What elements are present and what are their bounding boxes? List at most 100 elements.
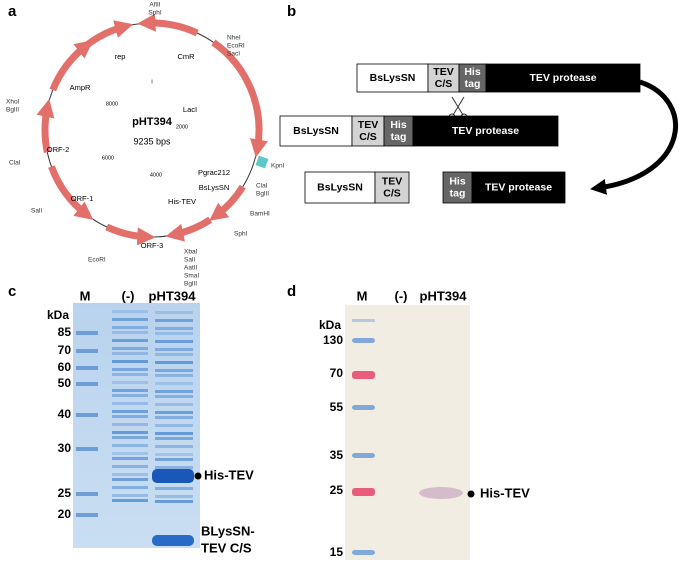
marker-band <box>352 405 375 410</box>
gene-label: ORF-2 <box>47 145 70 154</box>
unit-label: kDa <box>319 318 341 332</box>
site-label: SalI <box>184 257 195 264</box>
scale-label: 2000 <box>176 124 188 130</box>
site-label: SphI <box>148 10 162 17</box>
sample-band <box>155 403 193 406</box>
segment-label: BsLysSN <box>293 125 339 137</box>
gene-arrow <box>209 184 246 221</box>
gene-arrow <box>49 40 94 92</box>
sample-band <box>155 487 193 490</box>
sample-band <box>155 432 193 435</box>
sample-band <box>155 361 193 364</box>
cleaved-band <box>152 535 194 546</box>
his-tev-band <box>419 487 463 499</box>
segment-label: C/S <box>383 187 401 199</box>
gene-label: His-TEV <box>168 197 196 206</box>
sample-band <box>112 499 148 502</box>
gene-arrow <box>137 13 199 37</box>
site-label: AatII <box>184 265 198 272</box>
annotation: BLysSN- <box>201 523 255 538</box>
marker-band <box>76 447 98 451</box>
gene-arrow <box>36 98 55 153</box>
construct-segment <box>412 115 559 147</box>
scale-label: 4000 <box>150 172 162 178</box>
marker-band <box>352 453 375 458</box>
marker-label: 85 <box>58 325 72 339</box>
sample-band <box>155 374 193 377</box>
sample-band <box>155 437 193 440</box>
sample-band <box>155 390 193 393</box>
sample-band <box>112 310 148 313</box>
plasmid-size: 9235 bps <box>133 136 171 146</box>
sample-band <box>155 327 193 330</box>
sample-band <box>155 369 193 372</box>
sample-band <box>155 453 193 456</box>
segment-label: BsLysSN <box>317 181 363 193</box>
scale-label: 6000 <box>102 155 114 161</box>
sample-band <box>112 431 148 434</box>
sample-band <box>155 348 193 351</box>
site-label: XbaI <box>184 249 198 256</box>
gene-label: Pgrac212 <box>198 168 230 177</box>
site-label: ClaI <box>9 160 21 167</box>
marker-band <box>76 513 98 517</box>
marker-label: 25 <box>330 483 344 497</box>
segment-label: tag <box>450 187 466 199</box>
segment-label: TEV protease <box>529 72 596 84</box>
gel-c <box>73 303 200 548</box>
sample-band <box>112 410 148 413</box>
sample-band <box>112 373 148 376</box>
construct-segment <box>351 115 385 147</box>
site-label: SphI <box>234 231 248 238</box>
sample-band <box>155 411 193 414</box>
sample-band <box>155 466 193 469</box>
site-label: KpnI <box>271 163 285 170</box>
marker-band <box>76 349 98 353</box>
panel-label: b <box>287 3 296 20</box>
sample-band <box>112 473 148 476</box>
marker-band <box>352 338 375 343</box>
site-label: SmaI <box>184 273 199 280</box>
lane-label: (-) <box>122 288 135 303</box>
sample-band <box>155 395 193 398</box>
gene-label: ORF-3 <box>141 241 164 250</box>
sample-band <box>155 424 193 427</box>
sample-band <box>112 402 148 405</box>
segment-label: TEV <box>382 175 402 187</box>
site-label: ClaI <box>256 183 268 190</box>
sample-band <box>112 360 148 363</box>
segment-label: TEV protease <box>452 125 519 137</box>
sample-band <box>155 332 193 335</box>
annotation-dot <box>467 490 475 498</box>
sample-band <box>112 478 148 481</box>
marker-label: 70 <box>330 366 344 380</box>
site-label: BamHI <box>250 211 270 218</box>
marker-label: 70 <box>58 343 72 357</box>
sample-band <box>112 318 148 321</box>
marker-label: 25 <box>58 486 72 500</box>
sample-band <box>112 486 148 489</box>
site-label: XhoI <box>6 99 20 106</box>
sample-band <box>155 500 193 503</box>
annotation-dot <box>194 472 202 480</box>
marker-band <box>352 550 375 555</box>
segment-label: TEV protease <box>485 181 552 193</box>
construct-segment <box>304 171 376 204</box>
sample-band <box>112 389 148 392</box>
gene-arrow <box>48 165 94 220</box>
marker-label: 30 <box>58 441 72 455</box>
segment-label: tag <box>391 131 407 143</box>
gene-label: LacI <box>183 105 197 114</box>
marker-band <box>76 331 98 335</box>
marker-band <box>76 382 98 386</box>
construct-segment <box>383 115 414 147</box>
segment-label: C/S <box>359 131 377 143</box>
sample-band <box>112 444 148 447</box>
sample-band <box>112 352 148 355</box>
segment-label: tag <box>465 78 481 90</box>
kpni-box <box>255 155 269 169</box>
unit-label: kDa <box>47 308 69 322</box>
sample-band <box>155 382 193 385</box>
gene-label: BsLysSN <box>199 183 230 192</box>
site-label: EcoRI <box>227 43 245 50</box>
